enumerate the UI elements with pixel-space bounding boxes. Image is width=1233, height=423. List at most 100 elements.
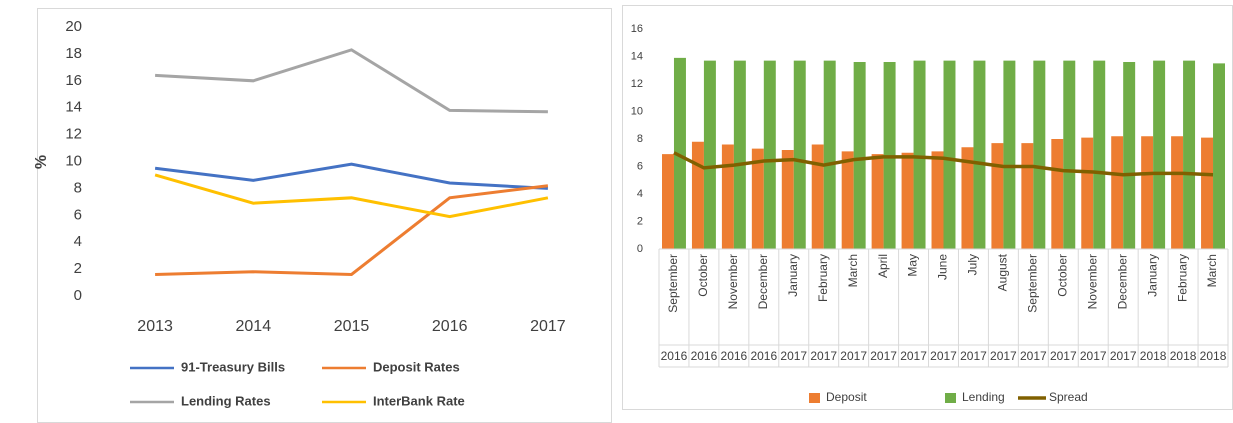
y-tick-label: 20 [65, 18, 82, 35]
y-tick-label: 6 [74, 206, 82, 223]
bar [1093, 60, 1106, 249]
x-tick-label: 2015 [334, 318, 370, 335]
y-tick-label: 4 [637, 188, 643, 200]
bar [1111, 136, 1124, 249]
bar [1033, 60, 1046, 249]
bar [1003, 60, 1016, 249]
bar [733, 60, 746, 249]
series-line [154, 173, 549, 219]
bar [781, 150, 794, 249]
y-tick-label: 6 [637, 160, 643, 172]
bar [1201, 137, 1214, 249]
bar [853, 62, 866, 249]
x-tick-label: May [906, 254, 920, 277]
y-tick-label: 4 [74, 233, 82, 250]
legend-swatch [945, 393, 956, 403]
x-tick-label: November [1085, 254, 1099, 309]
x-tick-label: February [816, 254, 830, 302]
x-group-label: 2016 [691, 349, 718, 363]
legend-label: Lending Rates [181, 393, 271, 408]
x-tick-label: October [696, 254, 710, 297]
x-group-label: 2017 [870, 349, 897, 363]
bar [811, 144, 824, 249]
bar [1213, 63, 1225, 249]
y-tick-label: 14 [631, 50, 643, 62]
bar [793, 60, 806, 249]
x-tick-label: December [1115, 254, 1129, 309]
bar [973, 60, 986, 249]
x-group-label: 2017 [900, 349, 927, 363]
y-tick-label: 16 [631, 23, 643, 35]
x-tick-label: March [846, 254, 860, 287]
y-tick-label: 2 [637, 215, 643, 227]
bar [871, 154, 884, 249]
bar [721, 144, 734, 249]
x-group-label: 2017 [840, 349, 867, 363]
x-tick-label: June [936, 254, 950, 280]
y-tick-label: 12 [631, 78, 643, 90]
x-tick-label: 2014 [236, 318, 272, 335]
x-tick-label: 2016 [432, 318, 468, 335]
x-group-label: 2018 [1170, 349, 1197, 363]
bar [1063, 60, 1076, 249]
bar [1171, 136, 1184, 249]
left-frame [37, 8, 612, 423]
bar [662, 154, 674, 249]
bar [1081, 137, 1094, 249]
bar [901, 152, 914, 249]
y-tick-label: 8 [74, 179, 82, 196]
x-group-label: 2016 [750, 349, 777, 363]
x-tick-label: January [786, 254, 800, 297]
x-group-label: 2017 [930, 349, 957, 363]
bar [913, 60, 926, 249]
legend-label: Deposit Rates [373, 359, 460, 374]
y-tick-label: 0 [74, 287, 82, 304]
x-tick-label: February [1175, 254, 1189, 302]
bar [823, 60, 836, 249]
x-tick-label: July [966, 254, 980, 275]
x-group-label: 2017 [780, 349, 807, 363]
bar [691, 141, 704, 249]
x-group-label: 2017 [1050, 349, 1077, 363]
x-tick-label: December [756, 254, 770, 309]
x-group-label: 2017 [990, 349, 1017, 363]
legend-swatch [809, 393, 820, 403]
bar [931, 151, 944, 249]
bar [1153, 60, 1166, 249]
legend-label: Spread [1049, 390, 1088, 404]
y-tick-label: 10 [65, 152, 82, 169]
bar [1183, 60, 1196, 249]
x-tick-label: August [996, 253, 1010, 291]
legend-label: Deposit [826, 390, 867, 404]
x-tick-label: January [1145, 254, 1159, 297]
y-tick-label: 16 [65, 72, 82, 89]
legend-label: Lending [962, 390, 1005, 404]
y-tick-label: 14 [65, 99, 82, 116]
x-group-label: 2016 [721, 349, 748, 363]
x-group-label: 2017 [960, 349, 987, 363]
y-tick-label: 8 [637, 133, 643, 145]
x-group-label: 2018 [1200, 349, 1227, 363]
x-group-label: 2017 [1080, 349, 1107, 363]
y-axis-label: % [33, 155, 50, 169]
bar [1051, 139, 1064, 249]
bar [961, 147, 974, 249]
bar [841, 151, 854, 249]
legend-label: 91-Treasury Bills [181, 359, 285, 374]
y-tick-label: 12 [65, 126, 82, 143]
x-group-label: 2017 [1110, 349, 1137, 363]
bar [1021, 143, 1034, 249]
bar [673, 57, 686, 249]
legend-label: InterBank Rate [373, 393, 465, 408]
x-group-label: 2017 [1020, 349, 1047, 363]
series-line [155, 48, 548, 114]
bar [703, 60, 716, 249]
y-tick-label: 18 [65, 45, 82, 62]
bar [763, 60, 776, 249]
bar [943, 60, 956, 249]
x-group-label: 2018 [1140, 349, 1167, 363]
x-tick-label: September [666, 254, 680, 313]
x-tick-label: 2013 [137, 318, 173, 335]
x-tick-label: October [1055, 254, 1069, 297]
